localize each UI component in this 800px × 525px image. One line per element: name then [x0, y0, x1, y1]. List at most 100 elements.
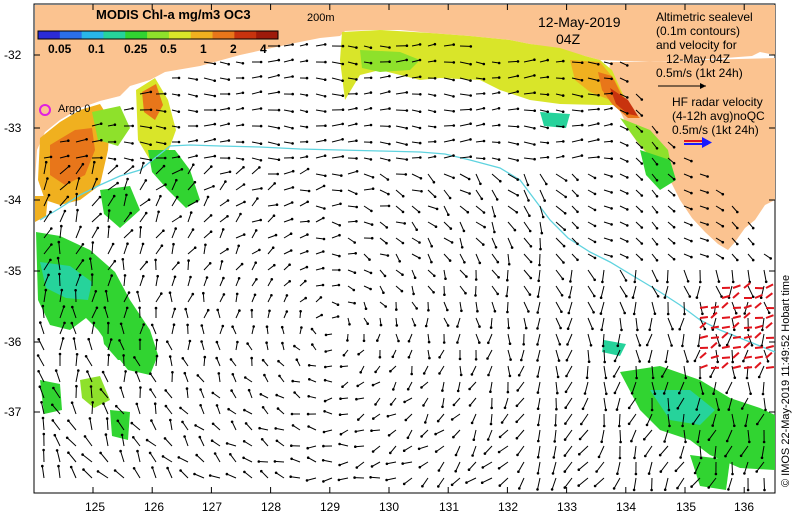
velocity-vector-head — [214, 452, 217, 455]
velocity-vector-head — [520, 359, 523, 362]
velocity-vector-head — [276, 440, 279, 443]
velocity-vector-head — [511, 246, 514, 249]
velocity-vector-head — [717, 408, 720, 411]
velocity-vector-head — [181, 421, 184, 424]
velocity-vector-head — [200, 340, 203, 343]
velocity-vector-head — [403, 449, 406, 452]
velocity-vector-head — [196, 139, 199, 142]
velocity-vector-head — [95, 178, 98, 181]
velocity-vector-head — [278, 59, 281, 62]
velocity-vector-head — [701, 313, 704, 316]
velocity-vector-head — [286, 310, 289, 313]
velocity-vector-head — [580, 423, 583, 426]
velocity-vector-head — [482, 466, 485, 469]
velocity-vector-head — [406, 109, 409, 112]
velocity-vector-head — [516, 159, 519, 162]
velocity-vector-head — [384, 305, 387, 308]
velocity-vector-head — [471, 422, 474, 425]
velocity-vector-head — [641, 242, 644, 245]
velocity-vector-head — [199, 404, 202, 407]
lon-label: 126 — [144, 500, 164, 514]
velocity-vector-head — [214, 155, 217, 158]
velocity-vector-head — [475, 278, 478, 281]
velocity-vector-head — [564, 422, 567, 425]
velocity-vector-head — [291, 59, 294, 62]
velocity-vector-head — [428, 357, 431, 360]
hf-radar-vector — [744, 357, 752, 358]
velocity-vector-head — [678, 392, 681, 395]
velocity-vector-head — [464, 292, 467, 295]
velocity-vector-head — [613, 487, 616, 490]
velocity-vector-head — [401, 273, 404, 276]
velocity-vector-head — [115, 405, 118, 408]
velocity-vector-head — [690, 256, 693, 259]
lat-label: -36 — [4, 335, 21, 349]
velocity-vector-head — [165, 405, 168, 408]
velocity-vector-head — [370, 210, 373, 213]
velocity-vector-head — [142, 323, 145, 326]
velocity-vector-head — [451, 241, 454, 244]
velocity-vector-head — [430, 245, 433, 248]
velocity-vector-head — [516, 454, 519, 457]
velocity-vector-head — [474, 294, 477, 297]
colorbar-segment — [60, 31, 82, 39]
velocity-vector-head — [291, 218, 294, 221]
velocity-vector-head — [626, 208, 629, 211]
velocity-vector-head — [419, 59, 422, 62]
velocity-vector-head — [174, 276, 177, 279]
velocity-vector-head — [387, 254, 390, 257]
velocity-vector-head — [433, 275, 436, 278]
velocity-vector — [203, 293, 204, 302]
altimetry-legend-line: Altimetric sealevel — [656, 10, 753, 24]
velocity-vector-head — [150, 159, 153, 162]
velocity-vector-head — [160, 292, 163, 295]
velocity-vector-head — [673, 162, 676, 165]
velocity-vector-head — [192, 163, 195, 166]
velocity-vector-head — [536, 327, 539, 330]
velocity-vector-head — [709, 375, 712, 378]
velocity-vector-head — [677, 407, 680, 410]
velocity-vector-head — [581, 110, 584, 113]
velocity-vector-head — [273, 264, 276, 267]
colorbar-segment — [213, 31, 235, 39]
velocity-vector-head — [456, 341, 459, 344]
velocity-vector-head — [156, 339, 159, 342]
velocity-vector-head — [380, 324, 383, 327]
velocity-vector-head — [449, 259, 452, 262]
velocity-vector-head — [173, 323, 176, 326]
velocity-vector-head — [255, 278, 258, 281]
velocity-vector-head — [601, 281, 604, 284]
velocity-vector-head — [260, 107, 263, 110]
velocity-vector-head — [323, 238, 326, 241]
velocity-vector-head — [100, 388, 103, 391]
velocity-vector-head — [641, 98, 644, 101]
velocity-vector-head — [371, 465, 374, 468]
velocity-vector-head — [174, 227, 177, 230]
velocity-vector-head — [518, 374, 521, 377]
velocity-vector-head — [569, 280, 572, 283]
velocity-vector-head — [434, 77, 437, 80]
velocity-vector-head — [641, 194, 644, 197]
velocity-vector-head — [420, 386, 423, 389]
velocity-vector-head — [223, 293, 226, 296]
velocity-vector-head — [537, 456, 540, 459]
velocity-vector-head — [724, 455, 727, 458]
velocity-vector-head — [725, 392, 728, 395]
velocity-vector-head — [671, 328, 674, 331]
velocity-vector-head — [324, 175, 327, 178]
velocity-vector-head — [194, 246, 197, 249]
velocity-vector-head — [740, 455, 743, 458]
velocity-vector-head — [755, 470, 758, 473]
velocity-vector-head — [68, 165, 71, 168]
velocity-vector-head — [619, 441, 622, 444]
velocity-vector-head — [93, 161, 96, 164]
velocity-vector-head — [684, 441, 687, 444]
velocity-vector-head — [506, 311, 509, 314]
colorbar-segment — [147, 31, 169, 39]
velocity-vector-head — [122, 258, 125, 261]
velocity-vector-head — [641, 258, 644, 261]
velocity-vector-head — [708, 438, 711, 441]
velocity-vector-head — [307, 220, 310, 223]
velocity-vector-head — [114, 123, 117, 126]
velocity-vector-head — [518, 487, 521, 490]
